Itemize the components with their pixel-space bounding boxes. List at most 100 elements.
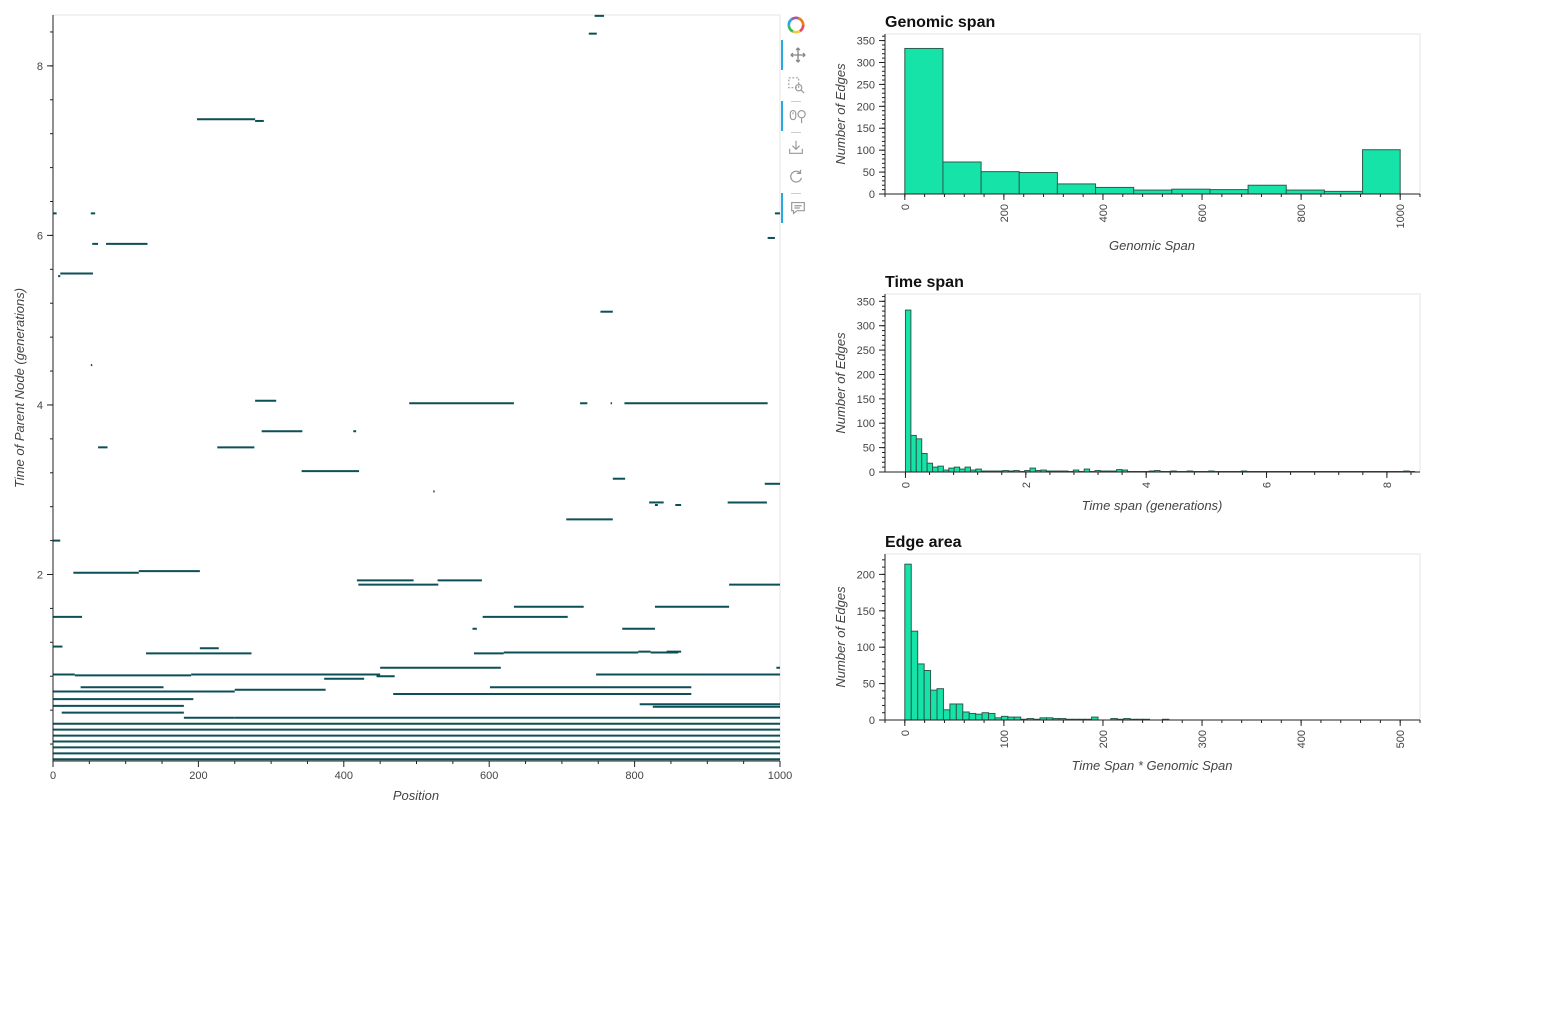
histogram-bar [915,438,923,473]
save-icon[interactable] [781,132,811,162]
histogram-bar [1018,172,1058,195]
histogram-bar [1362,149,1401,195]
histogram-bar [932,466,939,473]
histogram-bar [904,47,944,195]
histogram-bar [948,467,955,473]
x-axis-label: Time Span * Genomic Span [1071,758,1232,773]
x-tick-label: 600 [480,770,498,782]
x-ticks: 0 200 400 600 800 1000 [50,761,792,782]
plot-toolbar [781,10,813,225]
histogram-bar [1247,184,1287,195]
histogram-bar [1133,189,1173,195]
y-tick-label: 200 [857,369,875,381]
histogram-bar [930,689,938,721]
x-tick-label: 6 [1262,482,1274,488]
x-axis-label: Time span (generations) [1082,498,1223,513]
histogram-bar [1095,186,1135,195]
histogram-bar [904,563,912,721]
y-tick-label: 100 [857,145,875,157]
main-axes: 0 200 400 600 800 1000 2 4 6 8 [37,15,792,782]
y-tick-label: 0 [869,467,875,479]
histogram-bar [949,703,957,721]
y-tick-label: 100 [857,642,875,654]
plot-frame [884,293,1421,473]
y-tick-label: 200 [857,101,875,113]
toolbar-separator [791,193,801,194]
x-tick-label: 0 [900,204,912,210]
y-tick-label: 350 [857,296,875,308]
x-tick-label: 4 [1141,482,1153,488]
histogram-time-span[interactable]: Time span 0 2 4 6 8 0 50 100 150 200 250 300 350 Tim… [820,268,1430,523]
y-tick-label: 0 [869,189,875,201]
y-tick-label: 300 [857,321,875,333]
histogram-bar [910,630,919,721]
x-tick-label: 200 [1098,730,1110,748]
histogram-edge-area[interactable]: Edge area 0 100 200 300 400 500 0 50 100 150 200 T… [820,528,1430,783]
x-tick-label: 200 [999,204,1011,222]
axes: 0 100 200 300 400 500 0 50 100 150 200 [857,554,1421,748]
plot-frame [884,553,1421,721]
y-tick-label: 150 [857,123,875,135]
bokeh-logo-icon[interactable] [781,10,811,40]
histogram-bar [921,452,928,473]
x-axis-label: Position [393,788,439,803]
toolbar-separator [791,132,801,133]
histogram-genomic-span[interactable]: Genomic span 0 200 400 600 800 1000 0 50 100 150 2… [820,8,1430,263]
x-axis-label: Genomic Span [1109,238,1195,253]
histogram-bar [926,462,934,473]
histogram-bars [904,309,1416,473]
chart-title: Genomic span [885,14,995,31]
x-tick-label: 600 [1197,204,1209,222]
x-tick-label: 500 [1395,730,1407,748]
y-tick-label: 50 [863,443,875,455]
histogram-bar [904,309,912,473]
y-tick-label: 300 [857,57,875,69]
x-tick-label: 400 [335,770,353,782]
histogram-bars [904,563,1170,721]
reset-icon[interactable] [781,162,811,192]
histogram-bar [1171,188,1211,195]
histogram-bar [1209,189,1249,195]
hover-icon[interactable] [781,193,813,223]
histogram-bar [962,711,970,721]
x-tick-label: 0 [900,482,912,488]
x-tick-label: 1000 [768,770,792,782]
histogram-bar [942,709,951,721]
x-tick-label: 800 [1296,204,1308,222]
y-tick-label: 200 [857,569,875,581]
y-ticks: 2 4 6 8 [37,31,53,745]
histogram-bar [980,171,1020,195]
y-tick-label: 100 [857,418,875,430]
histogram-bar [936,688,944,721]
x-tick-label: 400 [1098,204,1110,222]
axes: 0 200 400 600 800 1000 0 50 100 150 200 250 300 350 [857,34,1421,228]
x-tick-label: 400 [1296,730,1308,748]
edges-plot[interactable]: 0 200 400 600 800 1000 2 4 6 8 Position Time of … [0,0,830,820]
wheel-zoom-icon[interactable] [781,101,813,131]
y-tick-label: 150 [857,394,875,406]
y-axis-label: Time of Parent Node (generations) [12,288,27,488]
y-tick-label: 50 [863,167,875,179]
histogram-bar [1029,467,1036,473]
y-tick-label: 50 [863,679,875,691]
y-tick-label: 4 [37,400,43,412]
y-tick-label: 2 [37,570,43,582]
y-tick-label: 250 [857,345,875,357]
y-tick-label: 150 [857,606,875,618]
axes: 0 2 4 6 8 0 50 100 150 200 250 300 350 [857,294,1420,488]
histogram-bar [964,466,971,473]
x-tick-label: 1000 [1395,204,1407,228]
y-tick-label: 0 [869,715,875,727]
pan-icon[interactable] [781,40,813,70]
histogram-bar [955,703,964,721]
x-tick-label: 800 [625,770,643,782]
box-zoom-icon[interactable] [781,70,811,100]
y-tick-label: 250 [857,79,875,91]
y-axis-label: Number of Edges [833,63,848,165]
x-tick-label: 0 [50,770,56,782]
histogram-bar [975,713,983,721]
histogram-bar [910,434,917,473]
y-tick-label: 350 [857,36,875,48]
y-axis-label: Number of Edges [833,586,848,688]
x-tick-label: 0 [900,730,912,736]
